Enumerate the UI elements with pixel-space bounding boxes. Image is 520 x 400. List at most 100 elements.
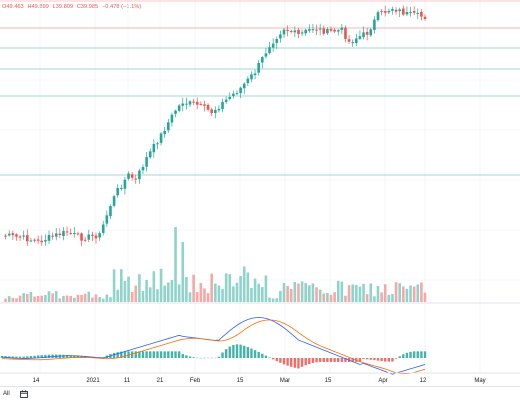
volume-bar <box>394 282 398 302</box>
candle-body <box>232 93 235 97</box>
candle-body <box>246 78 250 84</box>
volume-bar <box>65 295 69 302</box>
candle-body <box>311 29 315 31</box>
volume-bar <box>221 289 224 302</box>
volume-bar <box>44 295 47 302</box>
legend-high: H49.899 <box>27 4 49 10</box>
candle-body <box>315 29 318 31</box>
macd-histogram-bar <box>369 358 372 360</box>
candle-body <box>62 230 65 236</box>
volume-bar <box>4 298 7 302</box>
volume-bar <box>264 275 268 302</box>
time-axis[interactable]: 14 2021 11 21 Feb 15 Mar 15 Apr 12 May <box>33 378 486 384</box>
volume-bar <box>333 292 336 302</box>
candle-body <box>344 27 347 39</box>
macd-histogram-bar <box>358 358 362 362</box>
volume-bar <box>73 297 76 302</box>
candle-body <box>373 19 376 30</box>
macd-pane[interactable] <box>0 317 427 375</box>
candle-body <box>322 28 326 34</box>
macd-histogram-bar <box>300 358 304 367</box>
calendar-range-icon[interactable] <box>20 388 28 400</box>
volume-bar <box>94 294 98 302</box>
macd-histogram-bar <box>271 358 275 360</box>
candle-body <box>203 104 206 106</box>
candle-body <box>412 11 416 13</box>
macd-line <box>1 317 426 375</box>
volume-bar <box>120 269 123 302</box>
candle-body <box>18 236 22 238</box>
candle-body <box>217 108 221 111</box>
candle-body <box>224 99 228 102</box>
volume-bar <box>91 297 94 302</box>
volume-bar <box>369 283 373 302</box>
candle-body <box>11 233 15 235</box>
volume-bar <box>199 283 203 302</box>
ohlc-legend: O49.463 H49.899 L39.809 C39.985 −0.478 (… <box>2 2 143 13</box>
macd-histogram-bar <box>8 356 11 358</box>
volume-bar <box>33 296 36 302</box>
candle-body <box>199 103 203 105</box>
candle-body <box>109 206 112 217</box>
candle-body <box>170 114 174 123</box>
macd-histogram-bar <box>290 358 293 367</box>
candle-body <box>318 28 322 30</box>
candle-body <box>391 8 394 11</box>
candle-body <box>420 11 423 17</box>
macd-histogram-bar <box>163 351 166 358</box>
volume-bar <box>405 288 409 302</box>
macd-histogram-bar <box>145 351 148 358</box>
volume-bar <box>242 266 246 302</box>
macd-histogram-bar <box>322 358 325 362</box>
candle-body <box>195 101 199 105</box>
volume-bar <box>188 292 192 302</box>
macd-histogram-bar <box>337 358 340 362</box>
macd-histogram-bar <box>116 352 119 358</box>
candle-body <box>347 39 351 42</box>
candle-body <box>98 233 101 238</box>
candle-body <box>239 87 242 94</box>
volume-bar <box>311 283 315 302</box>
candle-body <box>83 239 87 241</box>
macd-histogram-bar <box>340 358 344 362</box>
volume-bar <box>134 285 138 302</box>
candle-body <box>279 34 282 39</box>
macd-histogram-bar <box>373 358 376 361</box>
candle-body <box>394 9 398 12</box>
volume-bar <box>380 292 383 302</box>
candle-body <box>268 47 271 54</box>
volume-bar <box>123 281 127 302</box>
range-all-button[interactable]: All <box>3 391 10 397</box>
volume-bar <box>177 284 181 302</box>
macd-histogram-bar <box>65 355 69 358</box>
volume-bar <box>76 294 80 302</box>
candle-body <box>15 234 18 237</box>
candle-body <box>112 196 116 206</box>
macd-histogram-bar <box>402 354 405 358</box>
volume-bar <box>239 275 242 302</box>
volume-bar <box>203 288 206 302</box>
candle-body <box>206 104 210 110</box>
volume-bar <box>181 242 185 302</box>
volume-bar <box>373 296 376 302</box>
legend-change: −0.478 (−1.1%) <box>101 4 142 10</box>
candle-body <box>304 29 307 34</box>
volume-bar <box>420 282 423 302</box>
volume-bar <box>340 281 344 302</box>
candlesticks[interactable] <box>4 5 427 247</box>
candle-body <box>369 29 373 36</box>
candle-body <box>29 240 33 242</box>
candle-body <box>188 101 192 105</box>
macd-histogram-bar <box>217 356 221 358</box>
volume-bar <box>127 276 130 302</box>
macd-histogram-bar <box>405 352 409 358</box>
volume-bar <box>308 285 311 302</box>
macd-histogram-bar <box>47 354 51 358</box>
candle-body <box>138 170 141 180</box>
macd-histogram-bar <box>134 351 137 358</box>
volume-bar <box>58 298 62 302</box>
candle-body <box>87 234 91 240</box>
time-axis-label: 14 <box>33 378 40 384</box>
volume-bars <box>4 227 427 302</box>
